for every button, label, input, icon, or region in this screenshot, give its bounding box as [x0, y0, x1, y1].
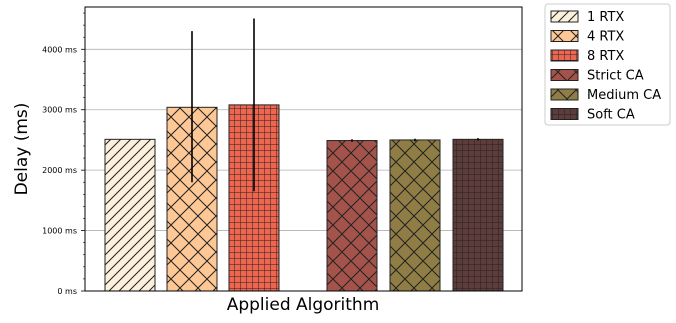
legend-label: 8 RTX: [587, 49, 624, 64]
legend-swatch-hatch: [550, 108, 579, 120]
y-tick-label: 4000 ms: [42, 45, 77, 54]
legend-label: 1 RTX: [587, 10, 624, 25]
y-tick-label: 0 ms: [57, 287, 77, 296]
bar-hatch: [104, 138, 156, 292]
y-axis: 0 ms 1000 ms 2000 ms 3000 ms 4000 ms: [42, 12, 85, 296]
bar-hatch: [389, 139, 441, 292]
legend-label: Strict CA: [587, 69, 644, 84]
legend-swatch-hatch: [550, 10, 579, 23]
legend-swatch-hatch: [550, 69, 579, 81]
legend-label: Soft CA: [587, 108, 635, 123]
y-tick-label: 3000 ms: [42, 106, 77, 115]
bar-hatch: [326, 140, 378, 292]
y-tick-label: 2000 ms: [42, 166, 77, 175]
plot-frame: [84, 6, 523, 292]
y-tick-label: 1000 ms: [42, 227, 77, 236]
y-axis-label: Delay (ms): [12, 103, 32, 196]
bars: [104, 104, 504, 292]
legend: 1 RTX 4 RTX 8 RTX Strict CA Medium CA Soft CA: [544, 3, 671, 126]
bar-hatch: [452, 138, 504, 292]
legend-swatch-hatch: [550, 30, 579, 42]
legend-label: Medium CA: [587, 88, 661, 103]
legend-swatch-hatch: [550, 88, 579, 101]
legend-label: 4 RTX: [587, 30, 624, 45]
error-bars: [191, 18, 479, 192]
legend-swatch-hatch: [550, 49, 579, 62]
x-axis-label: Applied Algorithm: [227, 295, 380, 315]
grid-lines: [85, 48, 522, 231]
